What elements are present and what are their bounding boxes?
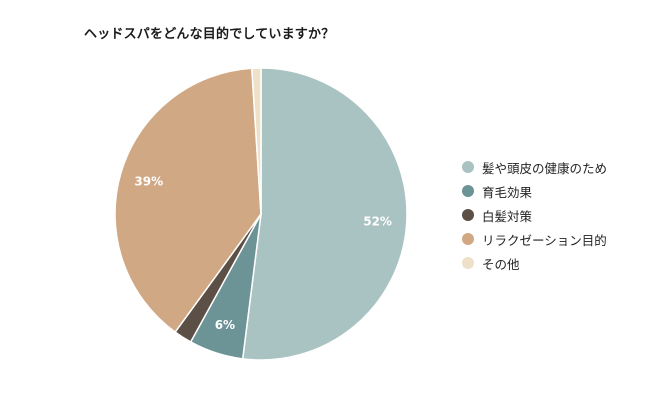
legend-label: 髪や頭皮の健康のため bbox=[482, 160, 608, 176]
legend-item: その他 bbox=[462, 251, 607, 275]
pie-slice-0 bbox=[241, 67, 408, 361]
legend-item: 髪や頭皮の健康のため bbox=[462, 155, 607, 179]
chart-title: ヘッドスパをどんな目的でしていますか？ bbox=[84, 27, 335, 42]
legend-swatch bbox=[462, 233, 474, 245]
legend-swatch bbox=[462, 257, 474, 269]
legend-swatch bbox=[462, 185, 474, 197]
legend-label: 白髪対策 bbox=[482, 208, 533, 224]
legend-item: 白髪対策 bbox=[462, 203, 607, 227]
slice-value-label-3: 39% bbox=[134, 174, 163, 188]
legend-label: その他 bbox=[482, 256, 520, 272]
slice-value-label-0: 52% bbox=[363, 214, 392, 228]
legend-swatch bbox=[462, 161, 474, 173]
legend: 髪や頭皮の健康のため 育毛効果白髪対策リラクゼーション目的 その他 bbox=[462, 155, 607, 275]
legend-label: リラクゼーション目的 bbox=[482, 232, 607, 248]
legend-item: 育毛効果 bbox=[462, 179, 607, 203]
pie-slice-4 bbox=[251, 67, 262, 215]
legend-item: リラクゼーション目的 bbox=[462, 227, 607, 251]
pie-slice-3 bbox=[114, 67, 262, 333]
legend-label: 育毛効果 bbox=[482, 184, 533, 200]
legend-swatch bbox=[462, 209, 474, 221]
slice-value-label-1: 6% bbox=[215, 318, 235, 332]
